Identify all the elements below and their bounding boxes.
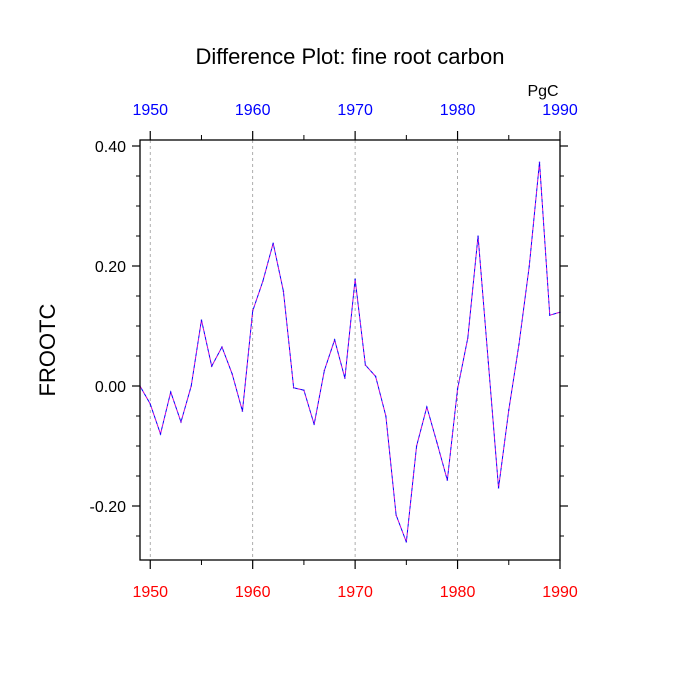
data-point-1951 xyxy=(159,433,162,435)
y-tick-label: 0.20 xyxy=(95,259,126,276)
x-tick-label-top: 1950 xyxy=(132,102,168,119)
data-point-1953 xyxy=(180,421,182,423)
x-tick-label-top: 1970 xyxy=(337,102,373,119)
data-point-1959 xyxy=(241,410,244,413)
series-line-blue xyxy=(139,162,561,543)
x-tick-label-top: 1990 xyxy=(542,102,578,119)
data-point-1960 xyxy=(251,310,254,312)
x-tick-label-bottom: 1970 xyxy=(337,584,373,601)
data-point-1975 xyxy=(405,541,408,543)
data-point-1980 xyxy=(456,388,459,390)
y-tick-label: 0.00 xyxy=(95,379,126,396)
data-point-1962 xyxy=(272,242,274,244)
series-line-magenta xyxy=(139,162,561,543)
y-tick-label: -0.20 xyxy=(90,499,127,516)
data-point-1970 xyxy=(354,278,356,281)
x-tick-label-bottom: 1980 xyxy=(440,584,476,601)
data-point-1984 xyxy=(497,487,500,489)
data-point-1968 xyxy=(333,339,336,341)
data-point-1973 xyxy=(385,415,387,417)
data-point-1965 xyxy=(303,389,305,392)
data-point-1961 xyxy=(262,280,264,282)
x-tick-label-bottom: 1960 xyxy=(235,584,271,601)
units-label: PgC xyxy=(527,83,558,100)
grid-lines xyxy=(149,140,458,560)
data-point-1982 xyxy=(477,235,479,237)
data-point-1971 xyxy=(364,364,367,366)
plot-frame xyxy=(139,139,561,561)
data-point-1958 xyxy=(231,373,233,375)
data-point-1981 xyxy=(467,337,469,339)
x-axis: 1950 1950 1960 1960 1970 1970 1980 1980 1990 1990 xyxy=(132,102,577,601)
data-series xyxy=(139,161,561,543)
data-point-1985 xyxy=(507,409,510,411)
data-point-1972 xyxy=(374,375,377,378)
y-axis: 0.40 0.20 0.00 -0.20 xyxy=(90,139,568,537)
x-tick-label-top: 1960 xyxy=(235,102,271,119)
data-point-1978 xyxy=(436,442,438,444)
data-point-1956 xyxy=(210,365,213,368)
data-point-1954 xyxy=(190,385,193,387)
data-point-1988 xyxy=(538,161,541,163)
data-point-1967 xyxy=(323,369,326,372)
data-point-1957 xyxy=(221,346,223,348)
data-point-1955 xyxy=(200,319,203,321)
data-point-1952 xyxy=(169,391,172,393)
data-point-1966 xyxy=(313,423,315,426)
chart-title: Difference Plot: fine root carbon xyxy=(196,44,505,69)
data-point-1963 xyxy=(282,290,285,293)
y-axis-label: FROOTC xyxy=(35,303,60,396)
data-point-1986 xyxy=(518,343,520,345)
data-point-1979 xyxy=(446,479,449,482)
data-point-1983 xyxy=(487,361,490,363)
data-point-1969 xyxy=(344,377,346,380)
data-point-1950 xyxy=(149,403,152,405)
y-tick-label: 0.40 xyxy=(95,139,126,156)
data-point-1974 xyxy=(395,514,397,516)
data-point-1977 xyxy=(426,406,428,408)
x-tick-label-top: 1980 xyxy=(440,102,476,119)
data-point-1976 xyxy=(415,445,418,447)
data-point-1987 xyxy=(528,265,531,267)
x-tick-label-bottom: 1990 xyxy=(542,584,578,601)
x-tick-label-bottom: 1950 xyxy=(132,584,168,601)
data-point-1989 xyxy=(548,314,551,317)
data-point-1964 xyxy=(292,387,295,389)
